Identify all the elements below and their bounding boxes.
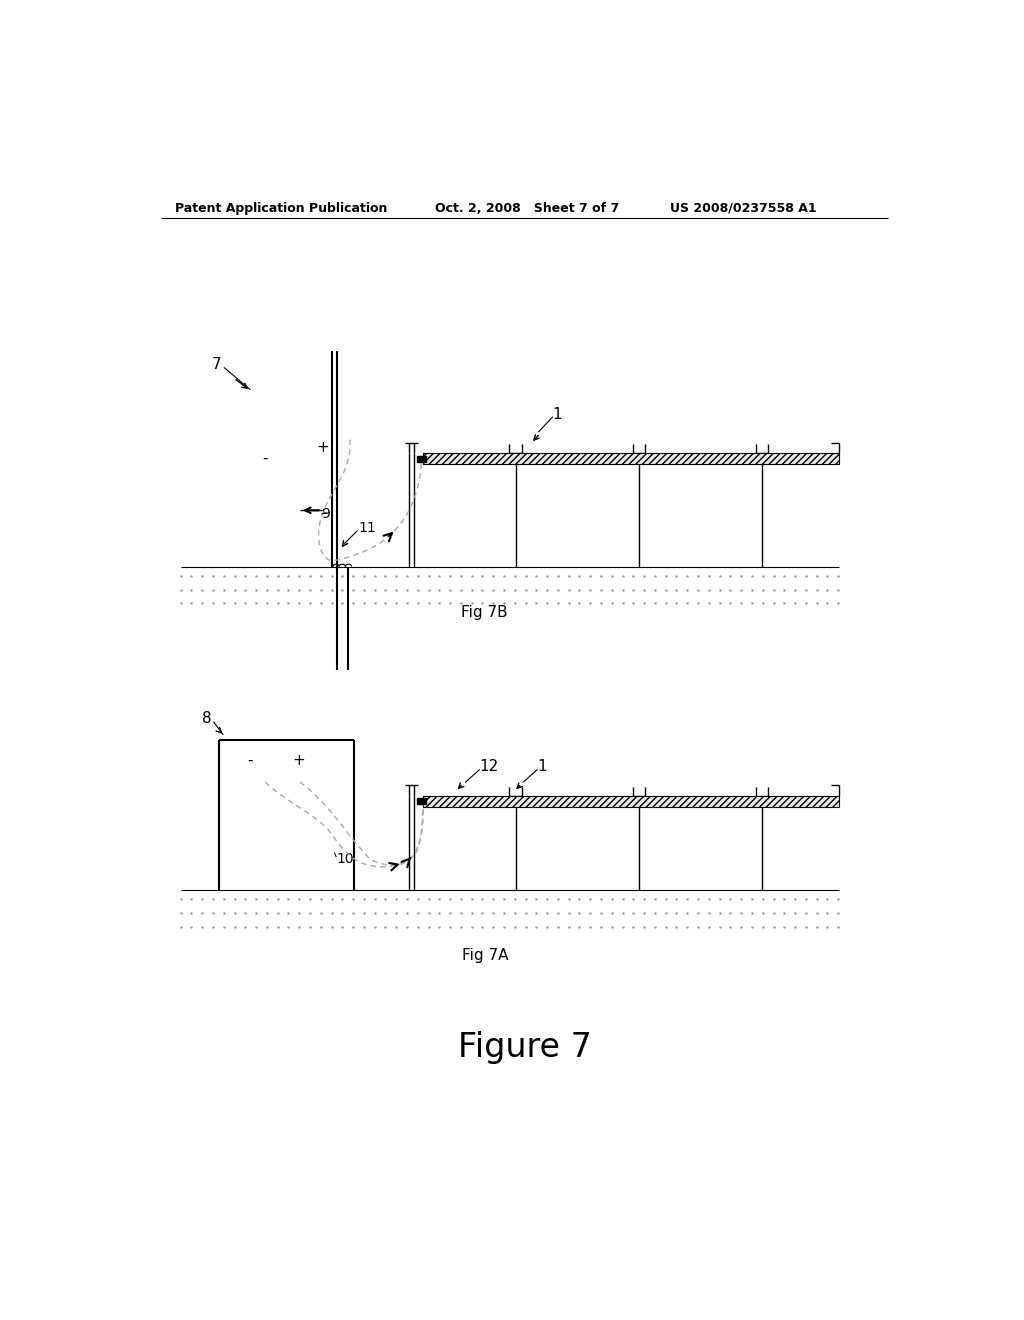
Text: 8: 8	[202, 711, 211, 726]
Text: Fig 7A: Fig 7A	[462, 948, 508, 962]
Text: Patent Application Publication: Patent Application Publication	[175, 202, 388, 215]
Text: 10: 10	[337, 853, 354, 866]
Text: 12: 12	[479, 759, 499, 775]
Text: -: -	[247, 752, 253, 768]
Bar	[423, 796, 839, 807]
Polygon shape	[417, 799, 426, 804]
Text: 1: 1	[553, 407, 562, 421]
Text: 1: 1	[538, 759, 547, 775]
Text: 11: 11	[358, 521, 376, 535]
Bar	[180, 566, 839, 609]
Bar	[423, 453, 839, 465]
Text: -: -	[262, 451, 268, 466]
Text: US 2008/0237558 A1: US 2008/0237558 A1	[670, 202, 816, 215]
Text: +: +	[292, 752, 305, 768]
Text: 9: 9	[322, 507, 331, 521]
Text: Fig 7B: Fig 7B	[462, 605, 508, 620]
Text: Figure 7: Figure 7	[458, 1031, 592, 1064]
Text: 7: 7	[212, 358, 221, 372]
Polygon shape	[417, 455, 426, 462]
Text: +: +	[316, 440, 330, 454]
Text: Oct. 2, 2008   Sheet 7 of 7: Oct. 2, 2008 Sheet 7 of 7	[435, 202, 618, 215]
